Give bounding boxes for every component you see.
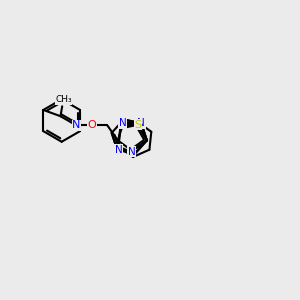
Text: N: N (128, 146, 136, 157)
Text: N: N (137, 118, 145, 128)
Text: N: N (119, 118, 127, 128)
Text: S: S (134, 120, 142, 130)
Text: O: O (87, 120, 96, 130)
Text: N: N (72, 120, 80, 130)
Text: N: N (137, 118, 145, 128)
Text: N: N (115, 145, 122, 155)
Text: CH₃: CH₃ (55, 95, 72, 104)
